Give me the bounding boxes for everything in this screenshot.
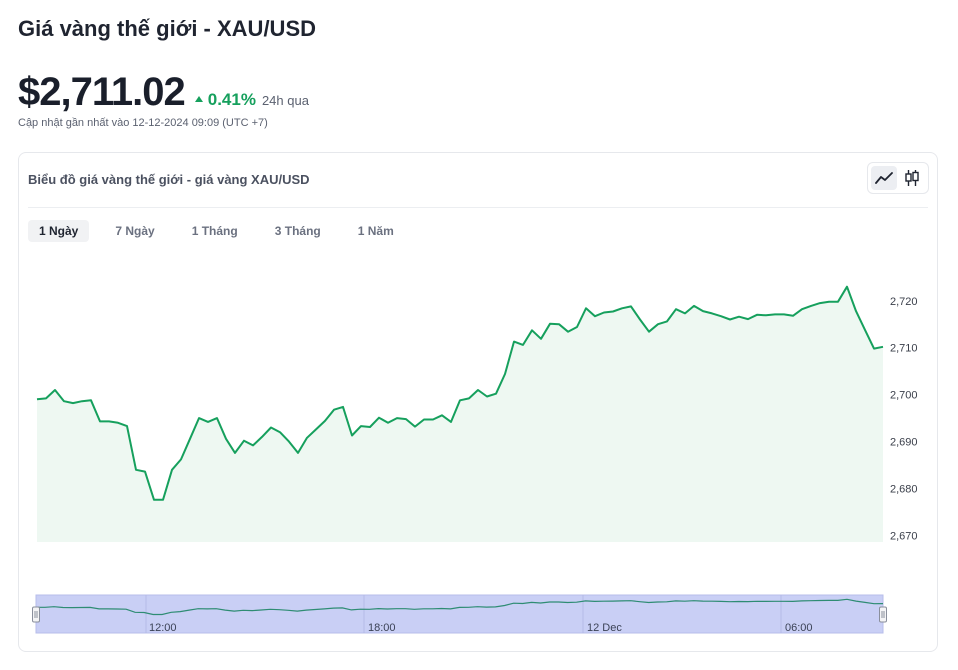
y-tick-label: 2,700 — [890, 390, 918, 402]
navigator-right-handle[interactable] — [879, 606, 887, 623]
navigator-label: 06:00 — [785, 622, 813, 634]
price-change-percent: 0.41% — [207, 90, 256, 109]
card-divider — [28, 207, 928, 208]
y-tick-label: 2,720 — [890, 296, 918, 308]
y-tick-label: 2,670 — [890, 531, 918, 543]
tab-1-year[interactable]: 1 Năm — [357, 224, 394, 238]
main-plot — [36, 285, 884, 542]
change-period: 24h qua — [261, 93, 309, 108]
line-chart-icon — [875, 172, 893, 184]
candlestick-chart-button[interactable] — [899, 166, 925, 190]
navigator-left-handle[interactable] — [32, 606, 40, 623]
current-price: $2,711.02 — [18, 70, 186, 114]
chart-type-toggle — [867, 162, 929, 194]
line-chart-button[interactable] — [871, 166, 897, 190]
y-tick-label: 2,680 — [890, 484, 918, 496]
page-title: Giá vàng thế giới - XAU/USD — [18, 16, 317, 41]
navigator-label: 12:00 — [149, 622, 177, 634]
navigator: 12:00 18:00 12 Dec 06:00 — [32, 594, 887, 634]
arrow-up-icon — [194, 96, 203, 102]
y-tick-label: 2,690 — [890, 437, 918, 449]
price-line — [36, 285, 884, 501]
last-updated: Cập nhật gần nhất vào 12-12-2024 09:09 (… — [18, 117, 268, 129]
navigator-label: 12 Dec — [587, 622, 622, 634]
tab-1-day[interactable]: 1 Ngày — [28, 220, 90, 242]
candlestick-chart-icon — [905, 170, 919, 186]
chart-card-title: Biểu đồ giá vàng thế giới - giá vàng XAU… — [28, 172, 310, 187]
price-area — [37, 286, 883, 542]
tab-3-months[interactable]: 3 Tháng — [274, 224, 321, 238]
tab-1-month[interactable]: 1 Tháng — [191, 224, 238, 238]
tab-7-days[interactable]: 7 Ngày — [115, 224, 155, 238]
price-row: $2,711.02 0.41% 24h qua — [18, 70, 309, 115]
y-tick-label: 2,710 — [890, 343, 918, 355]
navigator-series — [36, 598, 884, 616]
price-change: 0.41% — [194, 90, 256, 110]
time-range-tabs: 1 Ngày 7 Ngày 1 Tháng 3 Tháng 1 Năm — [28, 220, 420, 242]
y-axis: 2,670 2,680 2,690 2,700 2,710 2,720 — [890, 296, 918, 543]
navigator-label: 18:00 — [368, 622, 396, 634]
